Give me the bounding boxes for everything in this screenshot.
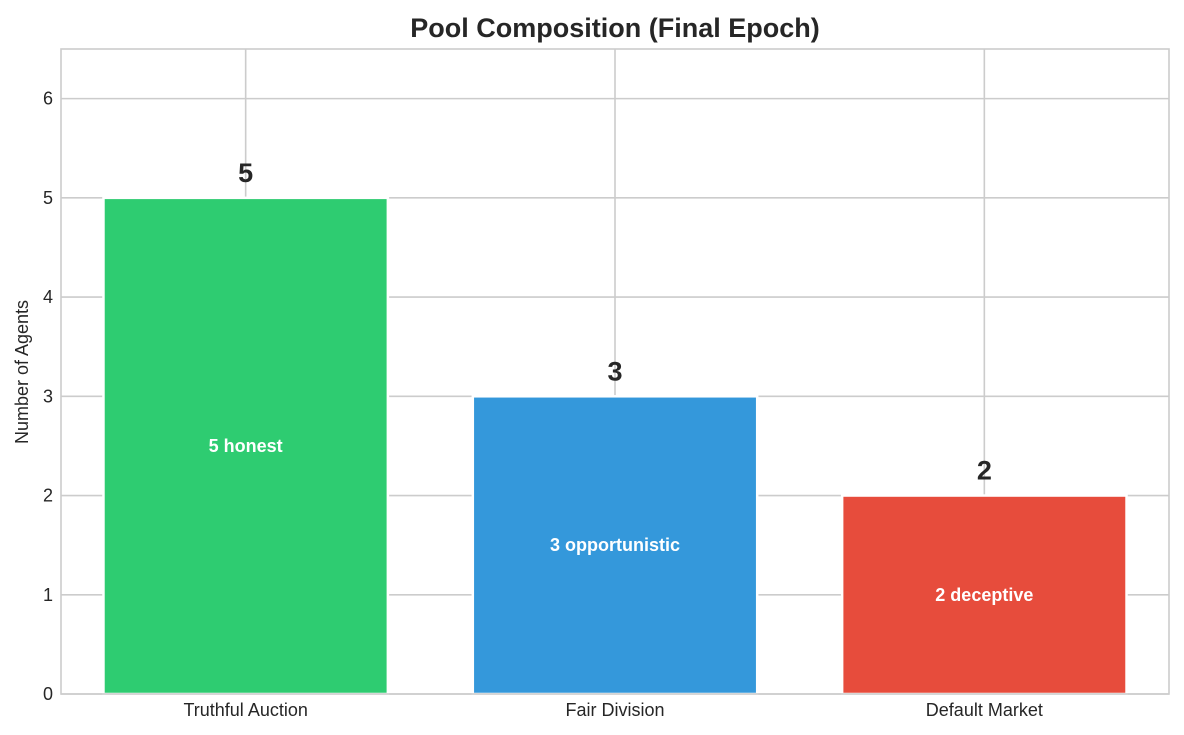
y-tick-label: 3 bbox=[43, 386, 53, 406]
y-axis-label: Number of Agents bbox=[12, 300, 32, 444]
x-tick-label: Fair Division bbox=[565, 700, 664, 720]
x-tick-label: Truthful Auction bbox=[183, 700, 307, 720]
plot-frame bbox=[60, 48, 1170, 695]
bar-value-label: 3 bbox=[607, 356, 622, 386]
y-tick-label: 0 bbox=[43, 684, 53, 704]
y-tick-label: 2 bbox=[43, 486, 53, 506]
y-tick-label: 1 bbox=[43, 585, 53, 605]
bar-value-label: 5 bbox=[238, 158, 253, 188]
bar-inner-label: 5 honest bbox=[209, 436, 283, 456]
bar-value-label: 2 bbox=[977, 456, 992, 486]
bar bbox=[471, 395, 759, 696]
chart-title: Pool Composition (Final Epoch) bbox=[410, 13, 819, 43]
y-tick-label: 6 bbox=[43, 89, 53, 109]
bar bbox=[102, 196, 390, 696]
bar-inner-label: 3 opportunistic bbox=[550, 535, 680, 555]
x-tick-label: Default Market bbox=[926, 700, 1043, 720]
bar-inner-label: 2 deceptive bbox=[935, 585, 1033, 605]
label-layer: 0 1 2 3 4 5 6 5 5 honest Truthful Auction 3 3 oppor… bbox=[43, 89, 1043, 720]
y-tick-label: 5 bbox=[43, 188, 53, 208]
y-tick-label: 4 bbox=[43, 287, 53, 307]
